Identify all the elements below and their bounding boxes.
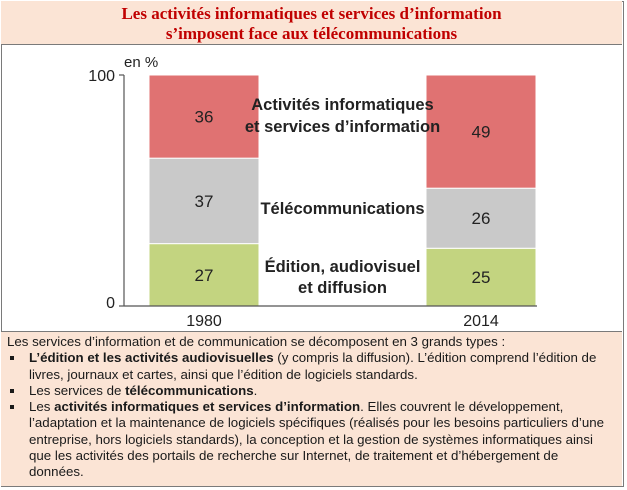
notes-panel: Les services d’information et de communi… (1, 331, 622, 486)
chart-title-line-2: s’imposent face aux télécommunications (165, 24, 458, 43)
category-label-layer: 1980 2014 (186, 313, 499, 330)
bar-2014-activites-informatiques-et-services-d-information (425, 74, 537, 189)
notes-item-telecom-text: . (253, 382, 258, 398)
series-label-edition-audiovisuel-et-diffusion-1: Édition, audiovisuel (265, 257, 421, 276)
series-band-telecommunications (259, 195, 426, 222)
series-label-edition-audiovisuel-et-diffusion-2: et diffusion (298, 279, 387, 297)
series-label-activites-informatiques-et-services-d-information-2: et services d’information (245, 118, 440, 136)
notes-list: L’édition et les activités audiovisuelle… (7, 350, 616, 480)
notes-item-telecom: Les services de télécommunications. (7, 383, 616, 399)
notes-item-informatique: Les activités informatiques et services … (7, 399, 616, 480)
series-band-edition-audiovisuel-et-diffusion (259, 253, 426, 296)
notes-item-edition-text: (y compris la diffusion). L’édition comp… (29, 350, 597, 382)
x-category-label-2014: 2014 (463, 313, 499, 330)
notes-item-informatique-bold: activités informatiques et services d’in… (54, 399, 361, 415)
data-label-2014-telecommunications: 26 (472, 209, 491, 228)
notes-item-informatique-text: . Elles couvrent le développement, l’ada… (29, 399, 605, 480)
notes-item-telecom-prefix: Les services de (29, 382, 126, 398)
chart-title-line-1: Les activités informatiques et services … (121, 4, 502, 23)
series-label-layer: Activités informatiques et services d’inf… (245, 91, 440, 297)
y-tick-label-0: 0 (106, 295, 115, 312)
bar-1980-activites-informatiques-et-services-d-information (148, 74, 260, 159)
data-label-1980-activites-informatiques-et-services-d-information: 36 (195, 108, 214, 127)
series-band-activites-informatiques-et-services-d-information (259, 91, 426, 135)
series-label-telecommunications-1: Télécommunications (260, 200, 424, 218)
y-tick-layer: 0 100 (88, 68, 124, 312)
stacked-bar-chart: 27 37 36 25 26 49 Activités informatiques et s… (88, 54, 537, 330)
data-label-2014-edition-audiovisuel-et-diffusion: 25 (472, 268, 491, 287)
bar-1980-edition-audiovisuel-et-diffusion (148, 243, 260, 307)
notes-item-telecom-bold: télécommunications (125, 382, 254, 398)
notes-intro: Les services d’information et de communi… (7, 334, 506, 349)
x-category-label-1980: 1980 (186, 313, 222, 330)
data-label-1980-edition-audiovisuel-et-diffusion: 27 (195, 266, 214, 285)
title-banner: Les activités informatiques et services … (1, 1, 622, 45)
data-label-2014-activites-informatiques-et-services-d-information: 49 (472, 123, 491, 142)
bar-2014-telecommunications (425, 187, 537, 249)
y-tick-label-100: 100 (88, 68, 115, 85)
notes-item-informatique-prefix: Les (29, 399, 55, 415)
notes-item-edition-bold: L’édition et les activités audiovisuelle… (29, 350, 274, 366)
data-label-1980-telecommunications: 37 (195, 192, 214, 211)
notes-item-edition: L’édition et les activités audiovisuelle… (7, 350, 616, 383)
bars-layer: 27 37 36 25 26 49 (148, 74, 537, 307)
series-label-activites-informatiques-et-services-d-information-1: Activités informatiques (251, 96, 433, 114)
unit-label: en % (124, 54, 158, 71)
